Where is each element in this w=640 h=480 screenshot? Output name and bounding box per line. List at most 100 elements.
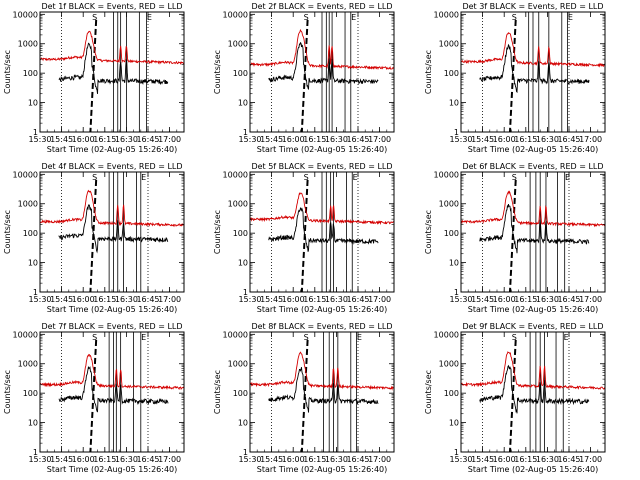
end-marker-label: E [351, 13, 356, 22]
x-tick-label: 16:15 [93, 455, 116, 464]
x-tick-label: 16:00 [282, 295, 305, 304]
x-tick-label: 16:00 [72, 295, 95, 304]
x-tick-label: 16:30 [115, 135, 138, 144]
start-marker-label: S [92, 13, 97, 22]
events-series-line [479, 43, 590, 94]
end-marker-label: E [357, 333, 362, 342]
y-tick-label: 10 [449, 99, 459, 108]
x-tick-label: 16:00 [493, 455, 516, 464]
dashed-marker-line [89, 179, 98, 292]
x-tick-label: 17:00 [579, 295, 602, 304]
x-axis-label: Start Time (02-Aug-05 15:26:40) [47, 305, 178, 314]
y-tick-label: 100 [444, 69, 459, 78]
panel-title: Det 4f BLACK = Events, RED = LLD [41, 162, 182, 171]
y-tick-label: 1000 [18, 40, 38, 49]
panel-3: Det 3f BLACK = Events, RED = LLD S E 1 10 100… [424, 2, 606, 154]
dashed-marker-line [89, 19, 98, 132]
plot-area [250, 332, 394, 452]
y-axis-label: Counts/sec [424, 50, 433, 94]
plot-area [461, 12, 605, 132]
x-tick-label: 16:30 [325, 135, 348, 144]
y-tick-label: 100 [23, 69, 38, 78]
x-tick-label: 15:30 [28, 135, 51, 144]
y-tick-label: 10000 [13, 330, 38, 339]
y-axis-label: Counts/sec [3, 50, 12, 94]
y-axis-label: Counts/sec [424, 210, 433, 254]
panel-title: Det 9f BLACK = Events, RED = LLD [462, 322, 603, 331]
x-tick-label: 16:30 [325, 455, 348, 464]
x-tick-label: 16:00 [493, 295, 516, 304]
lld-series-line [250, 28, 394, 71]
x-tick-label: 16:45 [346, 455, 369, 464]
y-tick-label: 10000 [223, 170, 248, 179]
x-tick-label: 16:45 [136, 455, 159, 464]
x-tick-label: 16:15 [303, 295, 326, 304]
y-tick-label: 10 [28, 99, 38, 108]
end-marker-label: E [565, 173, 570, 182]
x-tick-label: 15:45 [260, 135, 283, 144]
x-tick-label: 17:00 [579, 135, 602, 144]
x-tick-label: 16:15 [514, 295, 537, 304]
y-tick-label: 10 [238, 99, 248, 108]
plot-area [461, 172, 605, 292]
x-tick-label: 17:00 [158, 135, 181, 144]
x-tick-label: 15:45 [50, 135, 73, 144]
end-marker-label: E [141, 333, 146, 342]
lld-series-line [461, 31, 605, 68]
y-tick-label: 10 [449, 259, 459, 268]
start-marker-label: S [92, 333, 97, 342]
x-tick-label: 15:30 [449, 135, 472, 144]
plot-area [40, 172, 184, 292]
lld-series-line [40, 189, 184, 228]
y-axis-label: Counts/sec [3, 210, 12, 254]
x-tick-label: 16:45 [346, 135, 369, 144]
x-axis-label: Start Time (02-Aug-05 15:26:40) [257, 305, 388, 314]
y-tick-label: 1 [33, 448, 38, 457]
x-tick-label: 15:30 [449, 295, 472, 304]
y-tick-label: 10000 [13, 170, 38, 179]
x-tick-label: 17:00 [158, 455, 181, 464]
y-tick-label: 10 [28, 419, 38, 428]
end-marker-label: E [568, 13, 573, 22]
x-tick-label: 16:15 [514, 455, 537, 464]
plot-area [40, 12, 184, 132]
panel-9: Det 9f BLACK = Events, RED = LLD S E 1 10 100… [424, 322, 606, 474]
x-axis-label: Start Time (02-Aug-05 15:26:40) [257, 465, 388, 474]
y-tick-label: 1000 [228, 200, 248, 209]
x-tick-label: 16:30 [536, 135, 559, 144]
y-tick-label: 1000 [18, 360, 38, 369]
y-tick-label: 100 [444, 389, 459, 398]
x-tick-label: 15:45 [50, 295, 73, 304]
y-axis-label: Counts/sec [213, 50, 222, 94]
events-series-line [479, 204, 590, 254]
lld-series-line [40, 30, 184, 65]
x-tick-label: 16:30 [115, 455, 138, 464]
start-marker-label: S [304, 333, 309, 342]
plot-area [40, 332, 184, 452]
dashed-marker-line [300, 19, 309, 132]
y-tick-label: 10 [449, 419, 459, 428]
x-axis-label: Start Time (02-Aug-05 15:26:40) [257, 145, 388, 154]
x-tick-label: 15:45 [471, 135, 494, 144]
events-series-line [58, 42, 169, 94]
x-tick-label: 15:45 [260, 295, 283, 304]
panel-2: Det 2f BLACK = Events, RED = LLD S E 1 10 100… [213, 2, 395, 154]
lld-series-line [40, 353, 184, 391]
y-tick-label: 10 [238, 419, 248, 428]
y-tick-label: 10000 [223, 330, 248, 339]
x-tick-label: 17:00 [368, 135, 391, 144]
end-marker-label: E [353, 173, 358, 182]
panel-title: Det 6f BLACK = Events, RED = LLD [462, 162, 603, 171]
x-tick-label: 16:15 [303, 455, 326, 464]
y-tick-label: 100 [444, 229, 459, 238]
y-tick-label: 100 [233, 69, 248, 78]
lld-series-line [250, 192, 394, 226]
y-tick-label: 10000 [223, 10, 248, 19]
x-tick-label: 16:15 [514, 135, 537, 144]
panel-1: Det 1f BLACK = Events, RED = LLD S E 1 10 100… [3, 2, 185, 154]
events-series-line [268, 367, 379, 413]
x-tick-label: 15:30 [238, 135, 261, 144]
x-tick-label: 16:30 [536, 295, 559, 304]
events-series-line [479, 364, 590, 414]
